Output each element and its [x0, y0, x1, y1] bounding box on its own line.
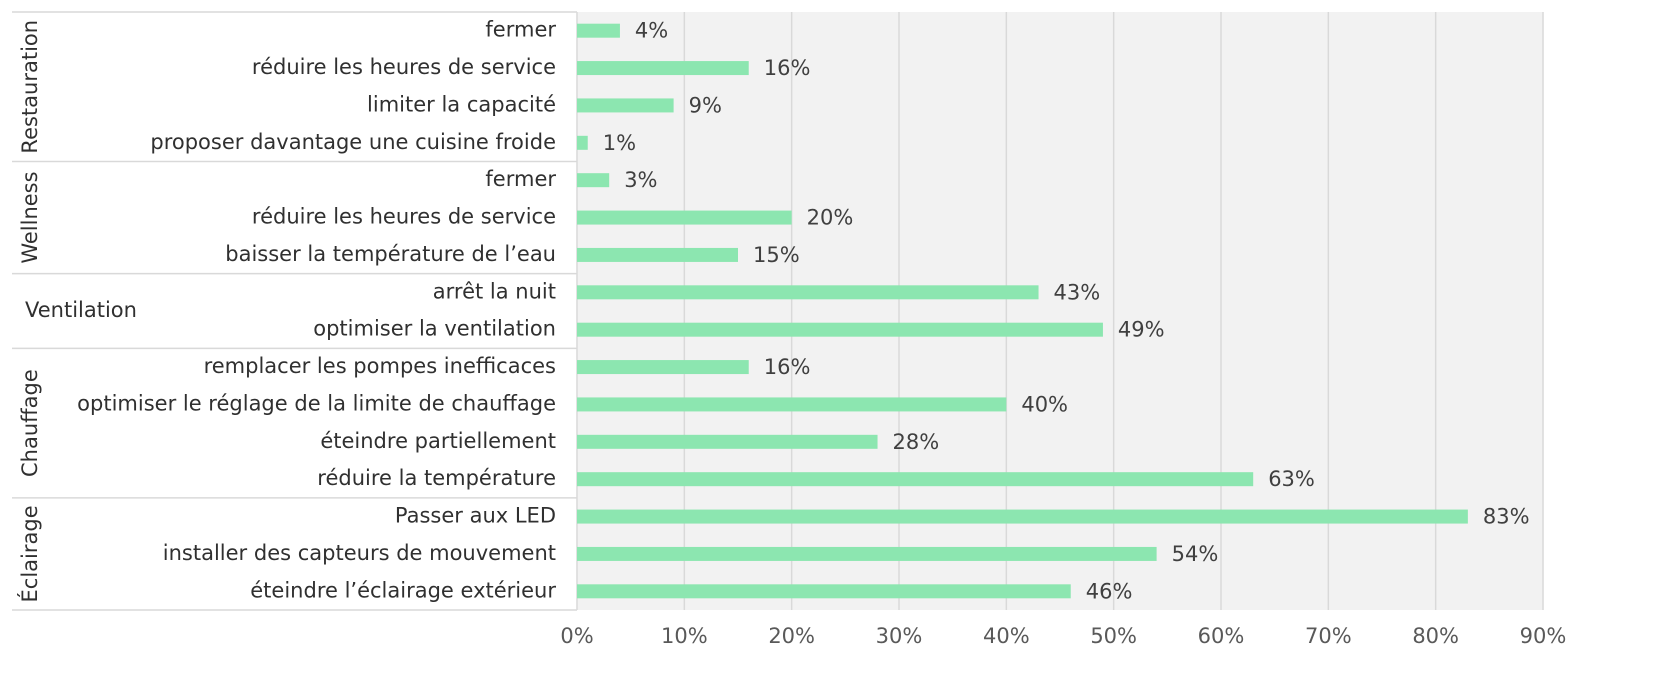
- bar: [577, 61, 749, 76]
- x-tick-label: 40%: [983, 624, 1030, 648]
- category-label: réduire les heures de service: [252, 205, 556, 229]
- group-label: Chauffage: [18, 369, 42, 477]
- category-label: limiter la capacité: [367, 92, 556, 116]
- category-label: remplacer les pompes inefficaces: [204, 354, 556, 378]
- category-label: proposer davantage une cuisine froide: [150, 130, 556, 154]
- category-label: fermer: [485, 18, 556, 42]
- category-label: Passer aux LED: [395, 504, 556, 528]
- category-label: éteindre l’éclairage extérieur: [250, 578, 556, 602]
- data-label: 43%: [1054, 280, 1101, 304]
- x-tick-label: 60%: [1198, 624, 1245, 648]
- data-label: 28%: [893, 430, 940, 454]
- x-tick-label: 70%: [1305, 624, 1352, 648]
- data-label: 40%: [1021, 392, 1068, 416]
- bar: [577, 247, 738, 262]
- data-label: 15%: [753, 243, 800, 267]
- x-tick-label: 90%: [1520, 624, 1567, 648]
- bar: [577, 135, 588, 150]
- bar: [577, 472, 1254, 487]
- data-label: 3%: [624, 168, 657, 192]
- bar: [577, 98, 674, 113]
- x-tick-label: 50%: [1090, 624, 1137, 648]
- data-label: 63%: [1268, 467, 1315, 491]
- bar: [577, 210, 792, 225]
- category-label: arrêt la nuit: [433, 279, 556, 303]
- category-label: fermer: [485, 167, 556, 191]
- group-label: Restauration: [18, 20, 42, 154]
- category-label: optimiser la ventilation: [313, 317, 556, 341]
- category-label: optimiser le réglage de la limite de cha…: [77, 391, 556, 415]
- bar: [577, 23, 620, 38]
- bar: [577, 584, 1071, 599]
- category-label: baisser la température de l’eau: [225, 242, 556, 266]
- bar: [577, 322, 1103, 337]
- bar: [577, 509, 1468, 524]
- data-label: 1%: [603, 131, 636, 155]
- category-label: éteindre partiellement: [320, 429, 556, 453]
- data-label: 49%: [1118, 318, 1165, 342]
- category-label: réduire les heures de service: [252, 55, 556, 79]
- x-tick-label: 10%: [661, 624, 708, 648]
- category-label: installer des capteurs de mouvement: [163, 541, 556, 565]
- x-tick-label: 80%: [1412, 624, 1459, 648]
- data-label: 83%: [1483, 505, 1530, 529]
- data-label: 4%: [635, 19, 668, 43]
- x-tick-label: 0%: [560, 624, 593, 648]
- group-label: Éclairage: [17, 505, 42, 602]
- x-tick-label: 30%: [876, 624, 923, 648]
- data-label: 20%: [807, 206, 854, 230]
- bar: [577, 546, 1157, 561]
- data-label: 46%: [1086, 579, 1133, 603]
- x-tick-label: 20%: [768, 624, 815, 648]
- data-label: 16%: [764, 56, 811, 80]
- group-label: Wellness: [18, 171, 42, 263]
- category-label: réduire la température: [317, 466, 556, 490]
- bar: [577, 285, 1039, 300]
- group-label: Ventilation: [25, 298, 137, 322]
- bar: [577, 173, 610, 188]
- bar: [577, 434, 878, 449]
- data-label: 54%: [1172, 542, 1219, 566]
- data-label: 9%: [689, 93, 722, 117]
- bar: [577, 397, 1007, 412]
- data-label: 16%: [764, 355, 811, 379]
- bar: [577, 360, 749, 375]
